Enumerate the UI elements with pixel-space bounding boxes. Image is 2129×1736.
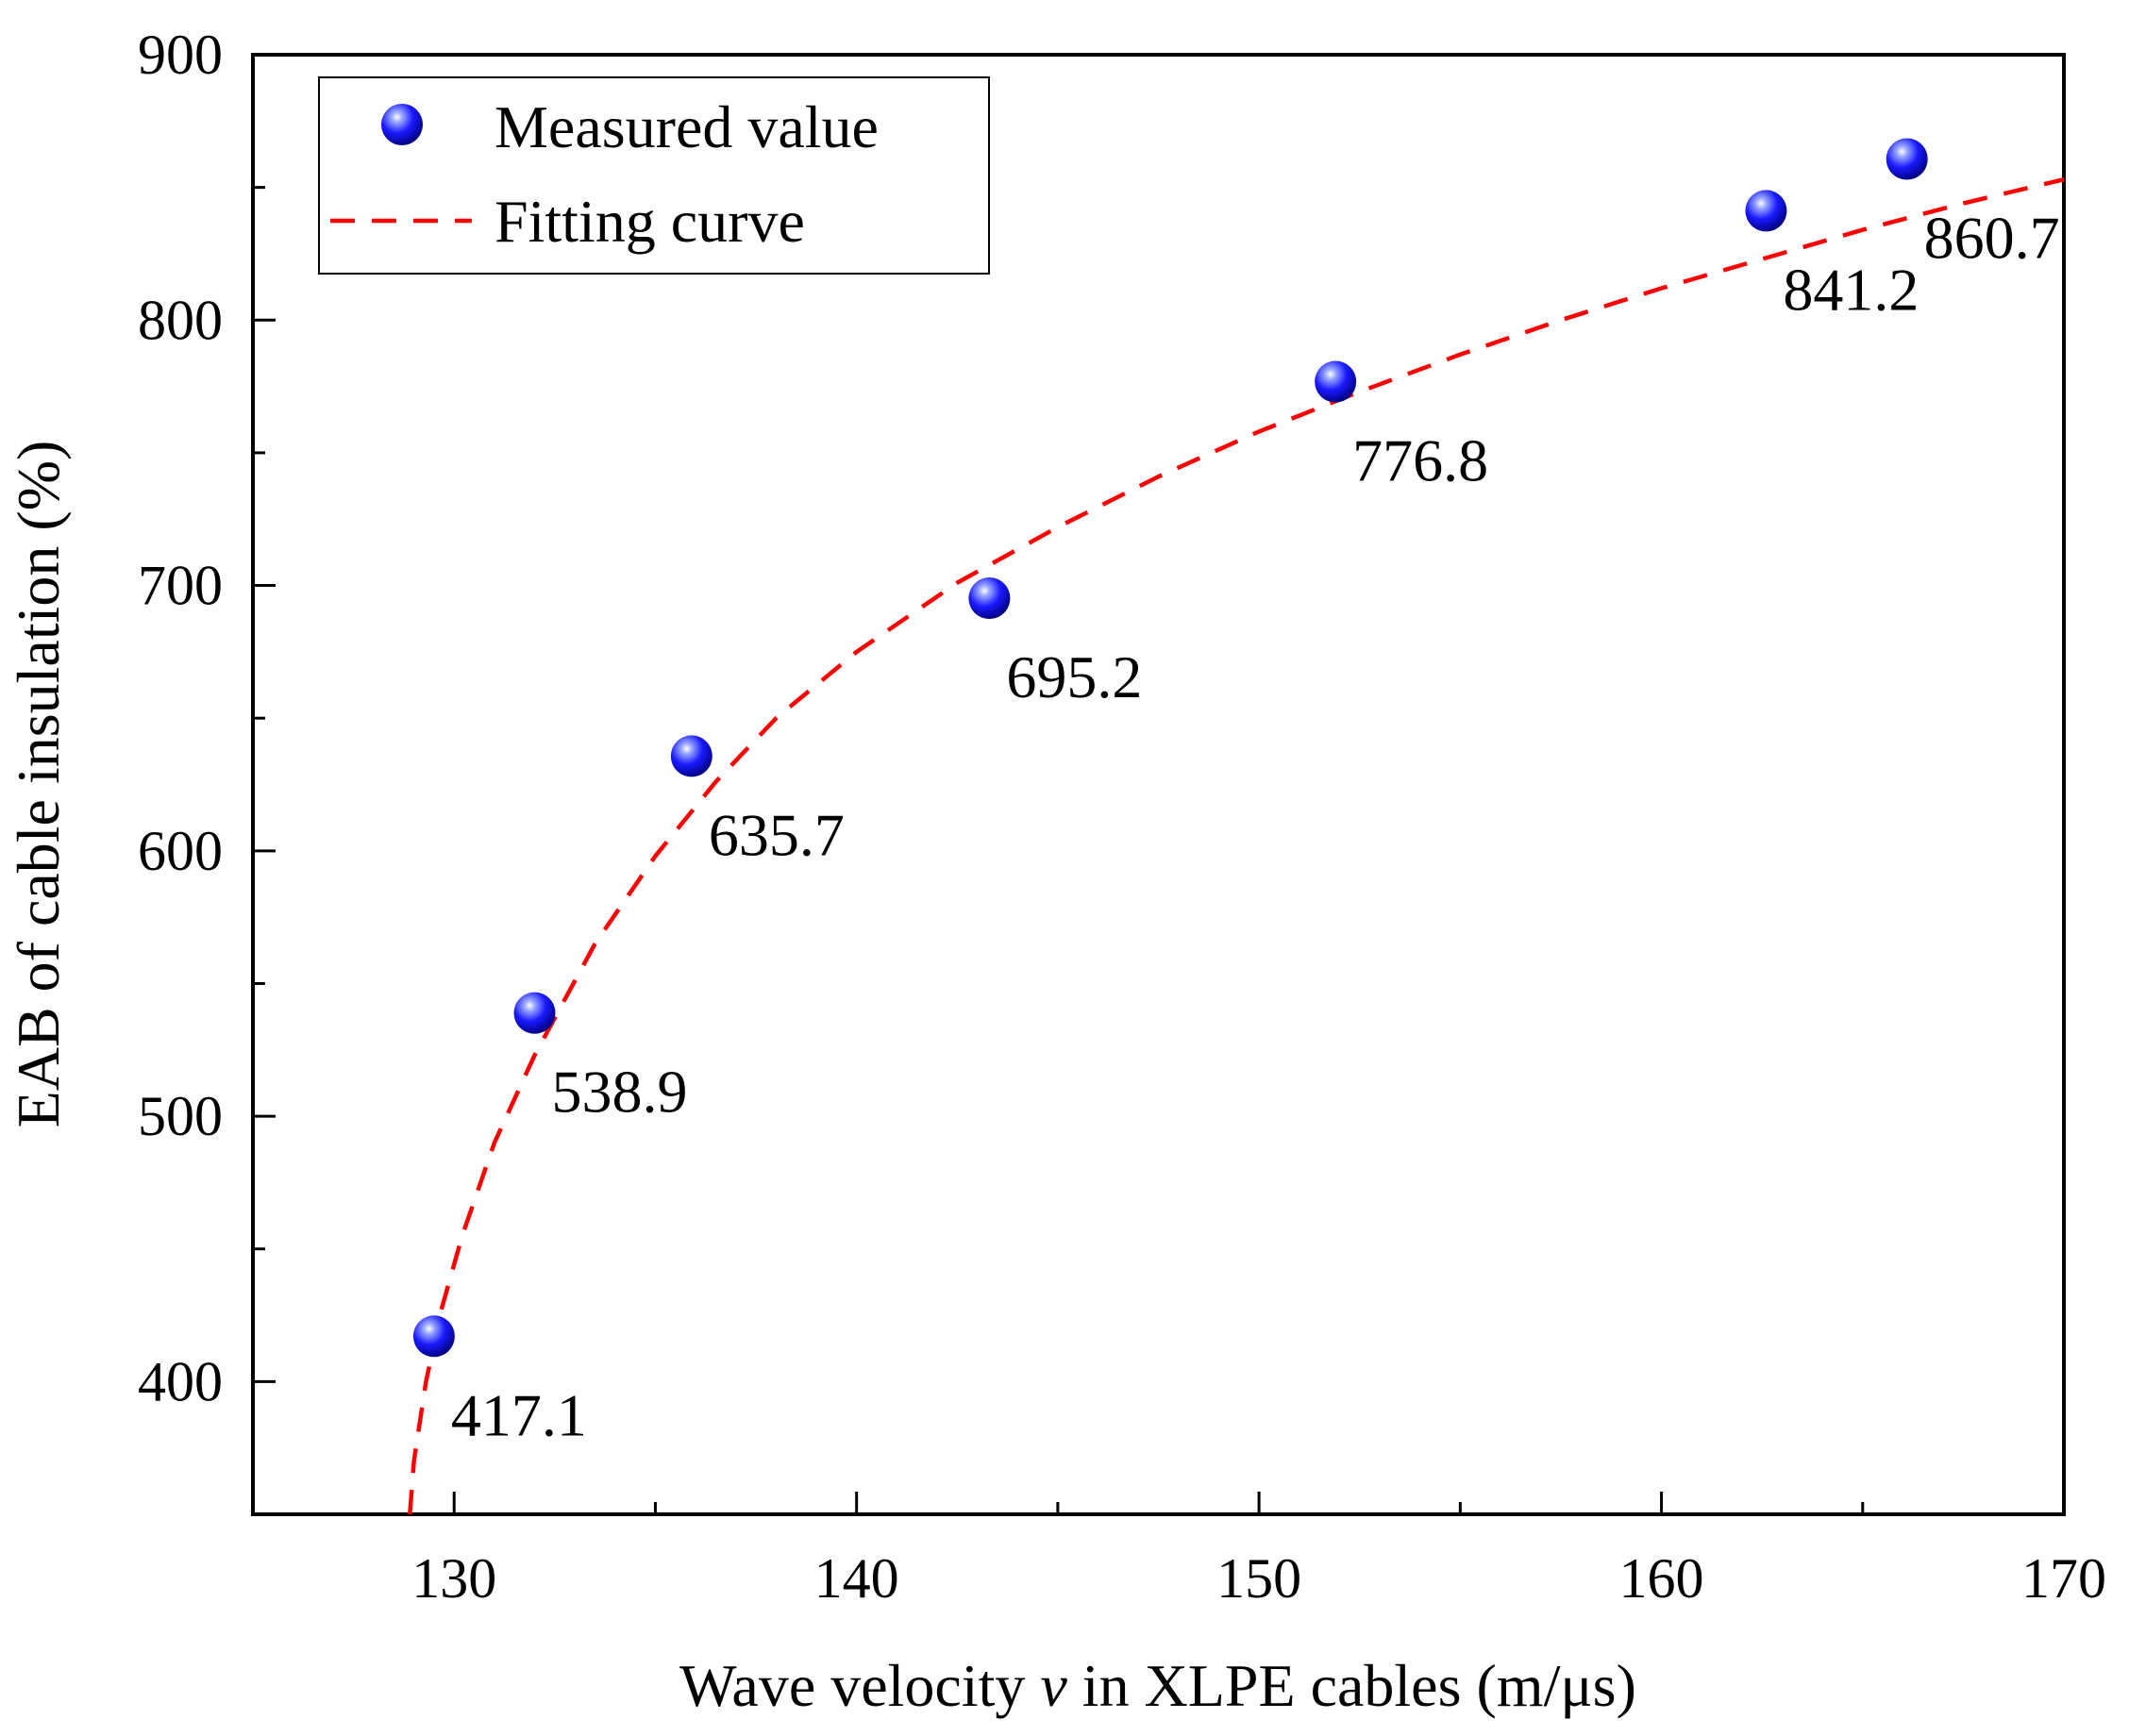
- data-label-3: 695.2: [1006, 643, 1142, 710]
- x-tick-label-160: 160: [1619, 1547, 1704, 1610]
- data-label-1: 538.9: [552, 1059, 688, 1126]
- measured-point-1: [513, 992, 556, 1034]
- data-label-4: 776.8: [1352, 427, 1488, 494]
- measured-points: [412, 138, 1928, 1358]
- x-tick-label-130: 130: [411, 1547, 496, 1610]
- x-tick-label-150: 150: [1216, 1547, 1301, 1610]
- legend-marker-measured: [381, 104, 423, 145]
- fitting-curve: [408, 177, 2065, 1515]
- y-tick-label-700: 700: [138, 555, 223, 617]
- data-label-6: 860.7: [1924, 205, 2060, 272]
- y-axis: 400 500 600 700 800 900: [138, 24, 276, 1516]
- measured-point-0: [412, 1315, 455, 1358]
- y-tick-label-900: 900: [138, 24, 223, 86]
- legend-label-measured: Measured value: [495, 93, 879, 160]
- x-tick-label-170: 170: [2021, 1547, 2106, 1610]
- legend-label-fitting: Fitting curve: [495, 188, 805, 255]
- y-tick-label-600: 600: [138, 820, 223, 882]
- data-label-2: 635.7: [709, 801, 845, 868]
- x-axis: 130 140 150 160 170: [251, 1492, 2106, 1610]
- y-axis-title: EAB of cable insulation (%): [5, 441, 72, 1128]
- measured-point-2: [670, 735, 712, 777]
- legend-box: [318, 76, 990, 275]
- measured-point-3: [968, 577, 1011, 620]
- data-label-0: 417.1: [451, 1381, 587, 1448]
- x-tick-label-140: 140: [814, 1547, 899, 1610]
- measured-point-5: [1745, 190, 1787, 232]
- data-label-5: 841.2: [1783, 256, 1919, 323]
- y-tick-label-500: 500: [138, 1085, 223, 1147]
- y-tick-label-800: 800: [138, 289, 223, 351]
- plot-area: [251, 53, 2066, 1516]
- x-axis-title: Wave velocity v in XLPE cables (m/μs): [679, 1652, 1636, 1719]
- measured-point-6: [1886, 138, 1928, 180]
- legend: Measured value Fitting curve: [318, 76, 990, 275]
- measured-point-4: [1315, 360, 1357, 403]
- y-tick-label-400: 400: [138, 1350, 223, 1412]
